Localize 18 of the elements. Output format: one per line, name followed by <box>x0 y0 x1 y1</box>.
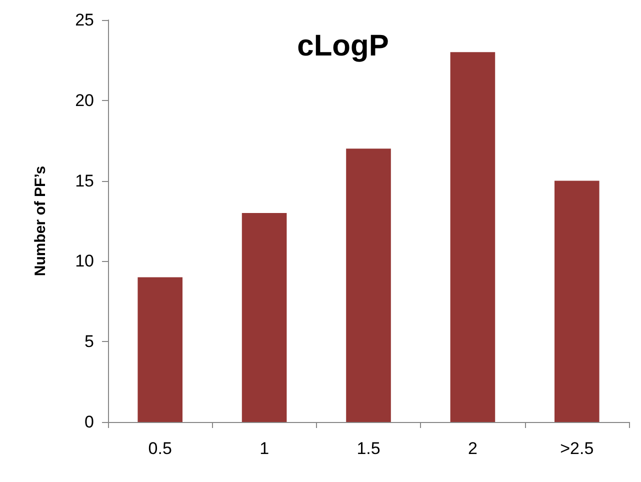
y-tick-label: 20 <box>75 90 94 110</box>
y-tick-label: 15 <box>75 171 94 190</box>
y-axis-title: Number of PF’s <box>32 166 49 276</box>
x-tick-label: >2.5 <box>560 439 594 458</box>
x-tick-label: 2 <box>468 439 478 458</box>
y-tick-label: 10 <box>75 252 94 271</box>
x-tick-label: 1.5 <box>356 439 380 458</box>
x-tick-label: 0.5 <box>148 439 172 458</box>
y-tick-label: 0 <box>84 412 94 432</box>
y-tick-label: 25 <box>75 10 94 30</box>
bar <box>554 180 600 422</box>
chart-title: cLogP <box>297 30 389 62</box>
bar <box>138 277 183 422</box>
bar <box>346 148 391 422</box>
x-tick-label: 1 <box>260 439 270 458</box>
bar <box>242 212 287 422</box>
y-tick-label: 5 <box>84 332 94 352</box>
bar <box>450 52 496 422</box>
